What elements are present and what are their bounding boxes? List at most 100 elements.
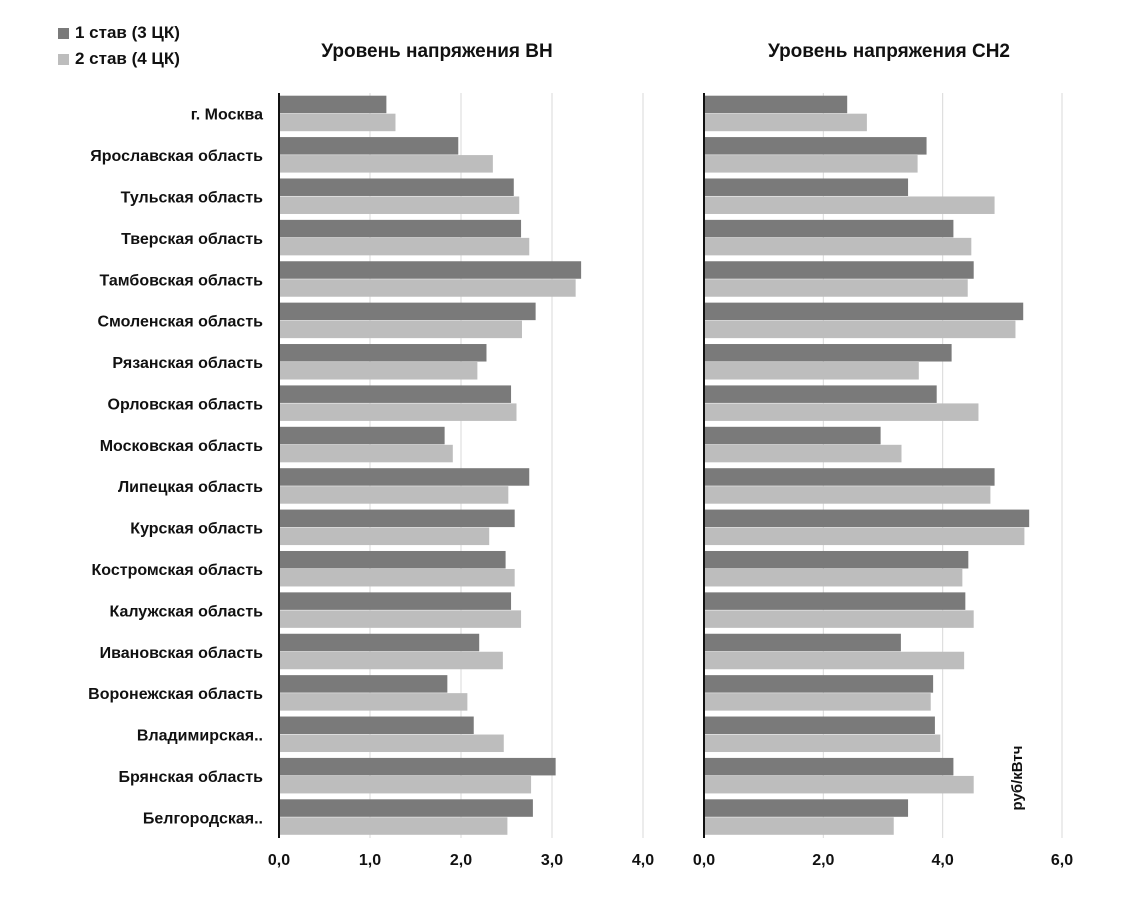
bar <box>704 362 919 380</box>
bar <box>279 527 490 546</box>
category-label: Московская область <box>100 438 263 455</box>
bar <box>279 651 503 670</box>
bar <box>279 734 504 753</box>
legend-label-series-2: 2 став (4 ЦК) <box>75 49 180 68</box>
category-label: Ярославская область <box>90 148 263 165</box>
bar <box>279 279 576 297</box>
bar <box>704 675 934 693</box>
bar <box>279 426 445 445</box>
category-label: Брянская область <box>118 769 263 786</box>
category-label: Тверская область <box>121 231 263 248</box>
category-label: г. Москва <box>191 107 263 124</box>
bar <box>704 155 918 173</box>
bar <box>279 155 493 173</box>
bar <box>279 95 387 114</box>
bar <box>704 279 968 297</box>
bar <box>704 468 995 486</box>
bar <box>279 113 396 132</box>
bar <box>279 196 520 214</box>
bar <box>704 592 966 610</box>
chart-title-2: Уровень напряжения СН2 <box>768 41 1010 62</box>
bar <box>704 799 909 817</box>
bar <box>279 675 448 693</box>
legend-entry-series-2: 2 став (4 ЦК) <box>58 46 180 72</box>
bar <box>279 757 556 776</box>
bar <box>279 693 468 711</box>
bar <box>704 196 995 214</box>
bar <box>704 527 1025 546</box>
bar <box>704 509 1030 528</box>
category-label: Смоленская область <box>97 314 263 331</box>
legend-entry-series-1: 1 став (3 ЦК) <box>58 20 180 46</box>
bar <box>279 592 512 610</box>
bar <box>704 95 848 114</box>
bar <box>704 610 974 628</box>
bar <box>704 426 881 445</box>
category-label: Рязанская область <box>112 355 263 372</box>
bar <box>279 320 522 339</box>
x-tick-label: 0,0 <box>693 852 715 869</box>
bar <box>279 468 530 486</box>
bar <box>279 568 515 587</box>
bar <box>279 775 532 794</box>
category-label: Тульская область <box>121 189 263 206</box>
bar <box>704 757 954 776</box>
category-label: Владимирская.. <box>137 728 263 745</box>
x-tick-label: 4,0 <box>632 852 654 869</box>
bar <box>279 799 533 817</box>
bar <box>279 178 514 196</box>
bar <box>279 302 536 321</box>
bar <box>279 486 509 504</box>
x-tick-label: 3,0 <box>541 852 563 869</box>
legend-label-series-1: 1 став (3 ЦК) <box>75 23 180 42</box>
bar <box>279 261 582 279</box>
bar <box>704 344 952 362</box>
bar <box>279 403 517 421</box>
category-label: Курская область <box>130 521 263 538</box>
bar <box>279 633 480 652</box>
bar <box>704 444 902 463</box>
bar <box>704 219 954 238</box>
x-tick-label: 1,0 <box>359 852 381 869</box>
bar <box>704 550 969 569</box>
category-label: Белгородская.. <box>143 810 263 827</box>
bar <box>279 509 515 528</box>
bar <box>704 261 974 279</box>
x-tick-label: 0,0 <box>268 852 290 869</box>
category-label: Воронежская область <box>88 686 263 703</box>
bar <box>704 113 867 132</box>
bar <box>279 444 453 463</box>
category-label: Тамбовская область <box>100 272 264 289</box>
bar <box>279 610 522 628</box>
category-label: Костромская область <box>92 562 264 579</box>
bar <box>704 568 963 587</box>
unit-label: руб/кВтч <box>1009 746 1026 811</box>
bar <box>279 817 508 835</box>
x-tick-label: 2,0 <box>450 852 472 869</box>
bar <box>279 237 530 256</box>
legend-swatch-series-1 <box>58 27 69 39</box>
x-tick-label: 4,0 <box>932 852 954 869</box>
bar <box>704 320 1016 339</box>
bar <box>704 734 941 753</box>
bar <box>704 693 931 711</box>
bar <box>279 550 506 569</box>
chart-title-1: Уровень напряжения ВН <box>321 41 552 62</box>
bar <box>704 651 965 670</box>
bar <box>279 137 459 155</box>
bar <box>279 219 522 238</box>
bar <box>704 486 991 504</box>
bar <box>704 775 974 794</box>
x-tick-label: 6,0 <box>1051 852 1073 869</box>
category-label: Орловская область <box>108 396 264 413</box>
bar <box>279 362 478 380</box>
bar <box>704 633 901 652</box>
category-label: Калужская область <box>109 603 263 620</box>
x-tick-label: 2,0 <box>812 852 834 869</box>
bar <box>704 817 894 835</box>
bar <box>704 302 1024 321</box>
legend: 1 став (3 ЦК) 2 став (4 ЦК) <box>58 20 180 72</box>
category-label: Липецкая область <box>118 479 263 496</box>
legend-swatch-series-2 <box>58 53 69 65</box>
